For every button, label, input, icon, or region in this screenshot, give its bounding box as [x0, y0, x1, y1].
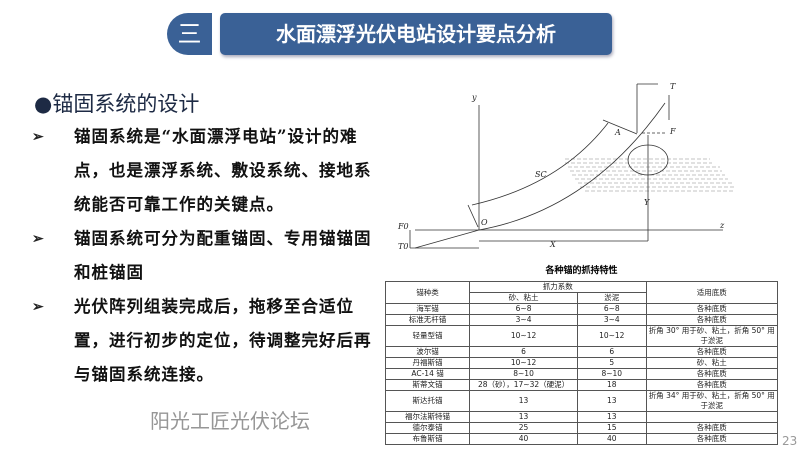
header-bottom: 适用底质 — [645, 281, 778, 304]
cell-type: 波尔锚 — [384, 346, 471, 358]
cell-bottom — [645, 411, 778, 423]
cell-bottom: 各种底质 — [645, 379, 778, 391]
page-number: 23 — [782, 434, 798, 448]
cell-mud: 3~4 — [577, 314, 647, 326]
cell-bottom: 各种底质 — [645, 346, 778, 358]
cell-mud: 6 — [577, 346, 647, 358]
cell-bottom: 各种底质 — [645, 314, 778, 326]
arrow-bullet-icon: ➢ — [32, 231, 45, 247]
cell-mud: 18 — [577, 379, 647, 391]
bullet-text: 锚固系统可分为配重锚固、专用锚锚固和桩锚固 — [74, 229, 372, 282]
header-sand: 砂、粘土 — [469, 292, 579, 304]
sc-arc — [471, 122, 609, 206]
table-header-row: 锚种类 抓力系数 适用底质 — [384, 281, 778, 304]
table-row: 布鲁斯锚 40 40 各种底质 — [384, 433, 778, 445]
cell-type: 丹福斯锚 — [384, 357, 471, 369]
cell-sand: 13 — [469, 411, 579, 423]
label-a: A — [614, 128, 621, 137]
table-row: 丹福斯锚 10~12 5 砂、粘土 — [384, 357, 778, 369]
label-x: X — [549, 240, 556, 249]
table-title: 各种锚的抓持特性 — [545, 266, 618, 276]
label-t0: T0 — [398, 242, 408, 251]
cell-sand: 6 — [469, 346, 579, 358]
table-row: 海军锚 6~8 6~8 各种底质 — [384, 303, 778, 315]
mooring-force-diagram: y z O SC A T F F0 T0 X Y — [397, 82, 735, 251]
slide-title: 水面漂浮光伏电站设计要点分析 — [220, 13, 612, 55]
label-f: F — [669, 127, 676, 136]
table-row: AC-14 锚 8~10 8~10 各种底质 — [384, 368, 778, 380]
table-row: 斯蒂文锚 28（砂），17~32（硬泥） 18 各种底质 — [384, 379, 778, 391]
bullet-item: ➢ 光伏阵列组装完成后，拖移至合适位置，进行初步的定位，待调整完好后再与锚固系统连… — [30, 290, 375, 392]
table-row: 福尔法斯特锚 13 13 — [384, 411, 778, 423]
table-row: 斯达托锚 13 13 折角 34° 用于砂、粘土，折角 50° 用于淤泥 — [384, 390, 778, 412]
cell-type: 斯达托锚 — [384, 390, 471, 412]
cell-bottom: 各种底质 — [645, 303, 778, 315]
float-icon — [627, 144, 669, 176]
cell-bottom: 砂、粘土 — [645, 357, 778, 369]
cell-sand: 13 — [469, 390, 579, 412]
cell-bottom: 各种底质 — [645, 433, 778, 445]
bullet-list: ➢ 锚固系统是“水面漂浮电站”设计的难点，也是漂浮系统、敷设系统、接地系统能否可靠… — [30, 120, 375, 392]
cell-mud: 8~10 — [577, 368, 647, 380]
table-header-row: 砂、粘土 淤泥 — [386, 292, 778, 304]
label-f0: F0 — [397, 222, 409, 231]
bullet-item: ➢ 锚固系统是“水面漂浮电站”设计的难点，也是漂浮系统、敷设系统、接地系统能否可靠… — [30, 120, 375, 222]
cell-sand: 28（砂），17~32（硬泥） — [469, 379, 579, 391]
cell-type: 标准无杆锚 — [384, 314, 471, 326]
bullet-item: ➢ 锚固系统可分为配重锚固、专用锚锚固和桩锚固 — [30, 222, 375, 290]
label-origin: O — [481, 218, 488, 227]
section-number: 三 — [167, 13, 212, 55]
table-row: 波尔锚 6 6 各种底质 — [384, 346, 778, 358]
bullet-text: 锚固系统是“水面漂浮电站”设计的难点，也是漂浮系统、敷设系统、接地系统能否可靠工… — [74, 127, 372, 214]
cell-sand: 10~12 — [469, 325, 579, 347]
arrow-bullet-icon: ➢ — [32, 299, 45, 315]
anchor-table: 锚种类 抓力系数 适用底质 砂、粘土 淤泥 海军锚 6~8 6~8 各种底质 标准无杆锚… — [384, 281, 778, 445]
header-coef: 抓力系数 — [469, 281, 647, 293]
cell-mud: 15 — [577, 422, 647, 434]
cell-mud: 5 — [577, 357, 647, 369]
cell-bottom: 各种底质 — [645, 368, 778, 380]
cell-bottom: 折角 30° 用于砂、粘土，折角 50° 用于淤泥 — [645, 325, 778, 347]
cell-type: 斯蒂文锚 — [384, 379, 471, 391]
table-row: 标准无杆锚 3~4 3~4 各种底质 — [384, 314, 778, 326]
bullet-text: 光伏阵列组装完成后，拖移至合适位置，进行初步的定位，待调整完好后再与锚固系统连接… — [74, 297, 372, 384]
cell-mud: 13 — [577, 411, 647, 423]
cell-sand: 3~4 — [469, 314, 579, 326]
cell-type: 德尔泰锚 — [384, 422, 471, 434]
cell-sand: 25 — [469, 422, 579, 434]
label-sc: SC — [535, 170, 547, 179]
section-heading: ●锚固系统的设计 — [34, 92, 200, 116]
header-type: 锚种类 — [384, 281, 471, 304]
watermark: 阳光工匠光伏论坛 — [150, 409, 310, 433]
cell-mud: 6~8 — [577, 303, 647, 315]
table-row: 轻量型锚 10~12 10~12 折角 30° 用于砂、粘土，折角 50° 用于淤泥 — [384, 325, 778, 347]
cell-sand: 40 — [469, 433, 579, 445]
cell-bottom: 折角 34° 用于砂、粘土，折角 50° 用于淤泥 — [645, 390, 778, 412]
cell-mud: 40 — [577, 433, 647, 445]
cell-mud: 10~12 — [577, 325, 647, 347]
cell-sand: 8~10 — [469, 368, 579, 380]
cell-type: 海军锚 — [384, 303, 471, 315]
cell-type: AC-14 锚 — [384, 368, 471, 380]
header-mud: 淤泥 — [577, 292, 647, 304]
cell-sand: 6~8 — [469, 303, 579, 315]
label-z-axis: z — [719, 221, 725, 230]
label-y: Y — [644, 198, 650, 207]
label-t: T — [670, 82, 676, 91]
water-surface — [565, 158, 735, 192]
cell-type: 福尔法斯特锚 — [384, 411, 471, 423]
cell-sand: 10~12 — [469, 357, 579, 369]
cell-bottom: 各种底质 — [645, 422, 778, 434]
cell-mud: 13 — [577, 390, 647, 412]
mooring-line — [414, 102, 666, 249]
table-row: 德尔泰锚 25 15 各种底质 — [384, 422, 778, 434]
label-y-axis: y — [471, 93, 477, 102]
arrow-bullet-icon: ➢ — [32, 129, 45, 145]
cell-type: 布鲁斯锚 — [384, 433, 471, 445]
cell-type: 轻量型锚 — [384, 325, 471, 347]
